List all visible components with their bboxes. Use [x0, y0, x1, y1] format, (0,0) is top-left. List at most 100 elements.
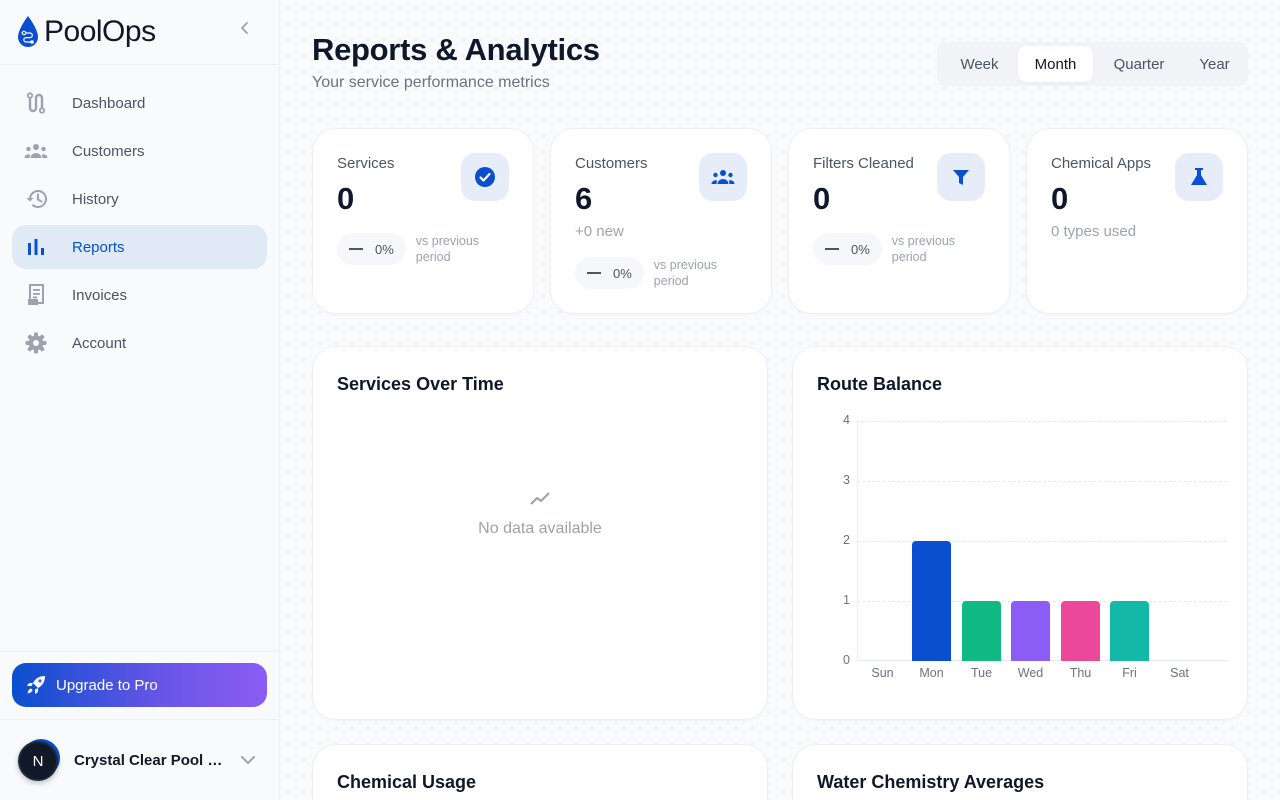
sidebar-item-label: Account — [72, 334, 127, 352]
bar-wed[interactable] — [1011, 601, 1050, 661]
trend-pill: 0% — [337, 233, 406, 265]
sidebar-item-label: Dashboard — [72, 94, 146, 112]
sidebar-item-invoices[interactable]: Invoices — [12, 273, 267, 317]
stat-card-services: Services 0 0% vs previous period — [312, 128, 534, 314]
x-tick: Mon — [919, 666, 944, 680]
sidebar-item-label: Customers — [72, 142, 145, 160]
x-tick: Wed — [1017, 666, 1044, 680]
stat-label: Services — [337, 155, 395, 172]
stat-icon-box — [461, 153, 509, 201]
route-balance-chart: 4 3 2 1 0 Sun Mon Tue Wed Thu Fri Sat — [817, 407, 1237, 687]
empty-text: No data available — [478, 520, 602, 537]
y-tick: 3 — [843, 473, 850, 487]
account-switcher[interactable]: N Crystal Clear Pool Se... — [0, 720, 279, 800]
sidebar-nav: Dashboard Customers History Reports Invo… — [0, 65, 279, 365]
grid-line — [857, 421, 1227, 422]
stat-subtext: +0 new — [575, 223, 624, 240]
users-icon — [24, 139, 48, 163]
route-balance-panel: Route Balance 4 3 2 1 0 Sun Mon Tue Wed … — [792, 346, 1248, 720]
trend-note: vs previous period — [891, 234, 956, 264]
stat-value: 0 — [813, 181, 831, 216]
rocket-icon — [27, 676, 45, 694]
upgrade-to-pro-button[interactable]: Upgrade to Pro — [12, 663, 267, 707]
bar-mon[interactable] — [912, 541, 951, 661]
stat-value: 0 — [337, 181, 355, 216]
empty-state: No data available — [313, 487, 767, 538]
tab-quarter[interactable]: Quarter — [1113, 55, 1165, 73]
water-drop-route-icon — [18, 16, 38, 47]
upgrade-label: Upgrade to Pro — [56, 676, 158, 694]
flask-icon — [1191, 168, 1207, 185]
bar-thu[interactable] — [1061, 601, 1100, 661]
trend-line-icon — [530, 492, 550, 505]
stat-icon-box — [699, 153, 747, 201]
stat-subtext: 0 types used — [1051, 223, 1137, 240]
chevron-left-icon — [240, 22, 248, 34]
panel-title: Chemical Usage — [337, 772, 477, 792]
water-chemistry-panel: Water Chemistry Averages — [792, 744, 1248, 800]
grid-line — [857, 481, 1227, 482]
x-tick: Tue — [970, 666, 993, 680]
sidebar-item-label: Reports — [72, 238, 125, 256]
stat-label: Customers — [575, 155, 648, 172]
y-tick: 1 — [843, 593, 850, 607]
trend-pill: 0% — [575, 257, 644, 289]
x-tick: Sun — [871, 666, 894, 680]
page-subtitle: Your service performance metrics — [312, 74, 550, 91]
sidebar: PoolOps Dashboard Customers History — [0, 0, 280, 800]
sidebar-item-reports[interactable]: Reports — [12, 225, 267, 269]
filter-icon — [953, 170, 969, 185]
trend-note: vs previous period — [415, 234, 480, 264]
sidebar-item-history[interactable]: History — [12, 177, 267, 221]
stat-card-customers: Customers 6 +0 new 0% vs previous period — [550, 128, 772, 314]
avatar[interactable]: N — [18, 739, 62, 781]
trend-pill: 0% — [813, 233, 882, 265]
trend-indicator: 0% vs previous period — [813, 233, 982, 265]
chemical-usage-panel: Chemical Usage — [312, 744, 768, 800]
sidebar-item-label: History — [72, 190, 119, 208]
period-selector: Week Month Quarter Year — [937, 42, 1248, 86]
upgrade-section: Upgrade to Pro — [0, 651, 279, 720]
dash-icon — [349, 248, 363, 250]
receipt-icon — [24, 283, 48, 307]
dash-icon — [587, 272, 601, 274]
history-icon — [24, 187, 48, 211]
check-circle-icon — [475, 167, 495, 187]
grid-line — [857, 541, 1227, 542]
x-tick: Thu — [1069, 666, 1092, 680]
page-title: Reports & Analytics — [312, 32, 600, 67]
stat-value: 6 — [575, 181, 593, 216]
brand[interactable]: PoolOps — [0, 0, 279, 65]
chevron-down-icon[interactable] — [239, 751, 257, 769]
stat-icon-box — [937, 153, 985, 201]
y-axis — [857, 421, 858, 661]
dash-icon — [825, 248, 839, 250]
stat-icon-box — [1175, 153, 1223, 201]
trend-indicator: 0% vs previous period — [575, 257, 744, 289]
trend-value: 0% — [375, 241, 394, 257]
y-tick: 4 — [843, 413, 850, 427]
trend-indicator: 0% vs previous period — [337, 233, 506, 265]
main-content: Reports & Analytics Your service perform… — [280, 0, 1280, 800]
tab-year[interactable]: Year — [1199, 55, 1230, 73]
trend-value: 0% — [613, 265, 632, 281]
stat-value: 0 — [1051, 181, 1069, 216]
bar-tue[interactable] — [962, 601, 1001, 661]
panel-title: Services Over Time — [337, 374, 504, 394]
account-name: Crystal Clear Pool Se... — [74, 751, 229, 769]
sidebar-item-dashboard[interactable]: Dashboard — [12, 81, 267, 125]
sidebar-item-label: Invoices — [72, 286, 128, 304]
trend-note: vs previous period — [653, 258, 718, 288]
users-icon — [711, 170, 735, 184]
stat-card-chemical-apps: Chemical Apps 0 0 types used — [1026, 128, 1248, 314]
tab-week[interactable]: Week — [960, 55, 999, 73]
collapse-sidebar-button[interactable] — [235, 18, 255, 38]
stat-label: Filters Cleaned — [813, 155, 914, 172]
y-tick: 2 — [843, 533, 850, 547]
sidebar-item-account[interactable]: Account — [12, 321, 267, 365]
y-tick: 0 — [843, 653, 850, 667]
avatar-letter: N — [18, 741, 58, 781]
bar-fri[interactable] — [1110, 601, 1149, 661]
sidebar-item-customers[interactable]: Customers — [12, 129, 267, 173]
tab-month[interactable]: Month — [1018, 46, 1093, 82]
